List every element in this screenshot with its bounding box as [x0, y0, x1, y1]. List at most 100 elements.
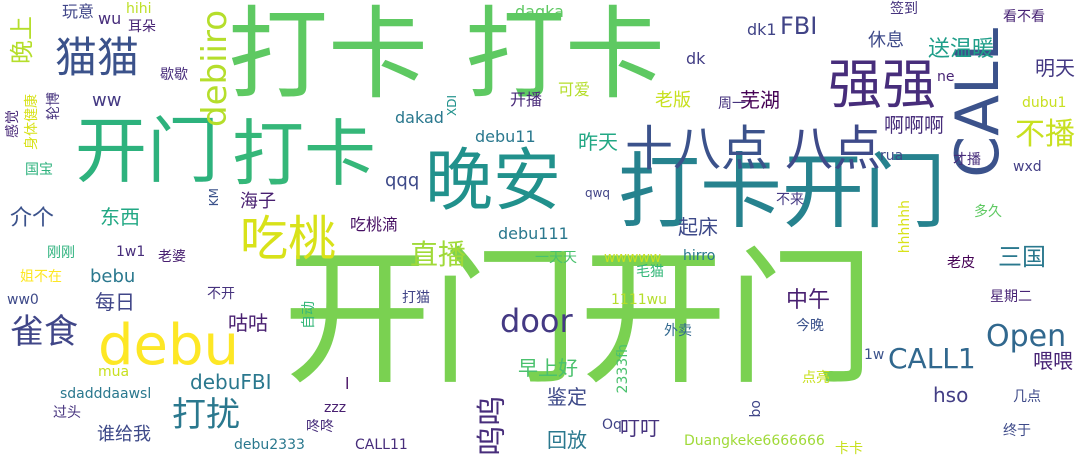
cloud-word: 海子: [240, 191, 276, 212]
cloud-word: 才播: [953, 152, 981, 168]
cloud-word: 叮叮: [620, 416, 660, 440]
cloud-word: hirro: [683, 248, 716, 264]
cloud-word: 可爱: [558, 80, 591, 99]
cloud-word: 轮博: [46, 92, 62, 120]
cloud-word: 1w1: [116, 244, 146, 260]
cloud-word: 打卡开门: [618, 145, 947, 240]
cloud-word: rua: [880, 148, 904, 164]
cloud-word: debuFBI: [190, 370, 272, 394]
cloud-word: 1w: [864, 347, 885, 363]
cloud-word: ww0: [7, 292, 39, 308]
cloud-word: 雀食: [10, 312, 78, 352]
cloud-word: 自动: [301, 301, 317, 329]
cloud-word: bebu: [90, 266, 136, 287]
cloud-word: dk1: [747, 20, 777, 39]
cloud-word: FBI: [780, 12, 818, 40]
cloud-word: 老婆: [158, 249, 186, 265]
cloud-word: 卡卡: [835, 441, 863, 457]
cloud-word: 猫猫: [55, 33, 140, 82]
cloud-word: wxd: [1013, 159, 1042, 175]
cloud-word: 毛猫: [636, 264, 664, 280]
cloud-word: dubu1: [1022, 95, 1067, 111]
cloud-word: wu: [98, 9, 122, 28]
cloud-word: 刚刚: [47, 245, 75, 261]
cloud-word: 送温暖: [928, 37, 995, 62]
cloud-word: 打猫: [402, 290, 430, 306]
cloud-word: qqq: [385, 170, 420, 191]
cloud-word: 身体健康: [24, 94, 40, 150]
cloud-word: 晚安: [425, 142, 562, 221]
cloud-word: debu11: [475, 127, 536, 146]
cloud-word: 看不看: [1003, 9, 1045, 25]
cloud-word: 打卡: [465, 0, 665, 113]
cloud-word: 一天天: [535, 250, 577, 266]
cloud-word: 谁给我: [97, 424, 151, 445]
cloud-word: ww: [92, 90, 122, 111]
cloud-word: 老皮: [947, 255, 975, 271]
cloud-word: 每日: [95, 290, 135, 314]
cloud-word: 中午: [786, 288, 831, 313]
cloud-word: 打卡: [232, 112, 377, 196]
cloud-word: 昨天: [578, 130, 618, 154]
cloud-word: 芜湖: [740, 88, 780, 112]
cloud-word: 终于: [1003, 423, 1031, 439]
cloud-word: 几点: [1013, 389, 1041, 405]
cloud-word: 签到: [890, 1, 918, 17]
cloud-word: 咚咚: [306, 419, 334, 435]
cloud-word: zzz: [324, 400, 347, 416]
cloud-word: 玩意: [62, 2, 95, 21]
cloud-word: Duangkeke6666666: [684, 433, 825, 449]
cloud-word: debu111: [498, 224, 569, 243]
cloud-word: Oq: [602, 417, 622, 433]
cloud-word: 国宝: [25, 162, 53, 178]
cloud-word: door: [500, 302, 573, 340]
cloud-word: ne: [937, 69, 955, 85]
cloud-word: 呜呜: [475, 396, 510, 456]
cloud-word: 今晚: [796, 318, 824, 334]
cloud-word: 起床: [678, 215, 718, 239]
cloud-word: 咕咕: [228, 311, 268, 335]
cloud-word: 周一: [718, 96, 746, 112]
cloud-word: 三国: [998, 243, 1046, 271]
cloud-word: 啊啊啊: [884, 113, 944, 137]
cloud-word: 鉴定: [547, 385, 587, 409]
cloud-word: 吃桃: [240, 211, 337, 267]
cloud-word: daqka: [515, 2, 564, 21]
cloud-word: 多久: [974, 204, 1002, 220]
cloud-word: debu: [98, 313, 240, 378]
cloud-word: 吃桃滴: [350, 215, 399, 234]
cloud-word: 点亮: [802, 370, 830, 386]
cloud-word: 1111wu: [611, 292, 667, 308]
cloud-word: 过头: [53, 405, 81, 421]
cloud-word: 2333fh: [615, 344, 631, 394]
cloud-word: 休息: [868, 30, 904, 51]
cloud-word: XDI: [445, 95, 459, 116]
cloud-word: 不开: [207, 286, 235, 302]
cloud-word: CALL11: [355, 437, 408, 453]
cloud-word: bo: [748, 400, 764, 418]
cloud-word: KM: [207, 188, 221, 207]
cloud-word: 感觉: [5, 110, 21, 138]
cloud-word: 八点: [785, 121, 882, 177]
cloud-word: 开门开门: [283, 233, 875, 405]
cloud-word: 直播: [410, 238, 467, 271]
cloud-word: debiiro: [195, 10, 235, 128]
cloud-word: 晚上: [8, 16, 36, 64]
cloud-word: 早上好: [518, 356, 578, 380]
cloud-word: 歇歇: [160, 67, 188, 83]
cloud-word: 老版: [655, 90, 691, 111]
cloud-word: 开播: [510, 90, 543, 109]
cloud-word: 不播: [1015, 117, 1075, 152]
cloud-word: debu2333: [234, 437, 305, 453]
cloud-word: dk: [686, 49, 706, 68]
cloud-word: 开门: [75, 109, 220, 193]
cloud-word: 打扰: [172, 395, 240, 435]
cloud-word: 强强: [828, 53, 936, 116]
cloud-word: hso: [933, 383, 969, 407]
cloud-word: 十八点: [625, 121, 770, 177]
cloud-word: 东西: [100, 205, 140, 229]
cloud-word: mua: [98, 364, 130, 380]
cloud-word: 喂喂: [1033, 349, 1073, 373]
cloud-word: dakad: [395, 108, 444, 127]
